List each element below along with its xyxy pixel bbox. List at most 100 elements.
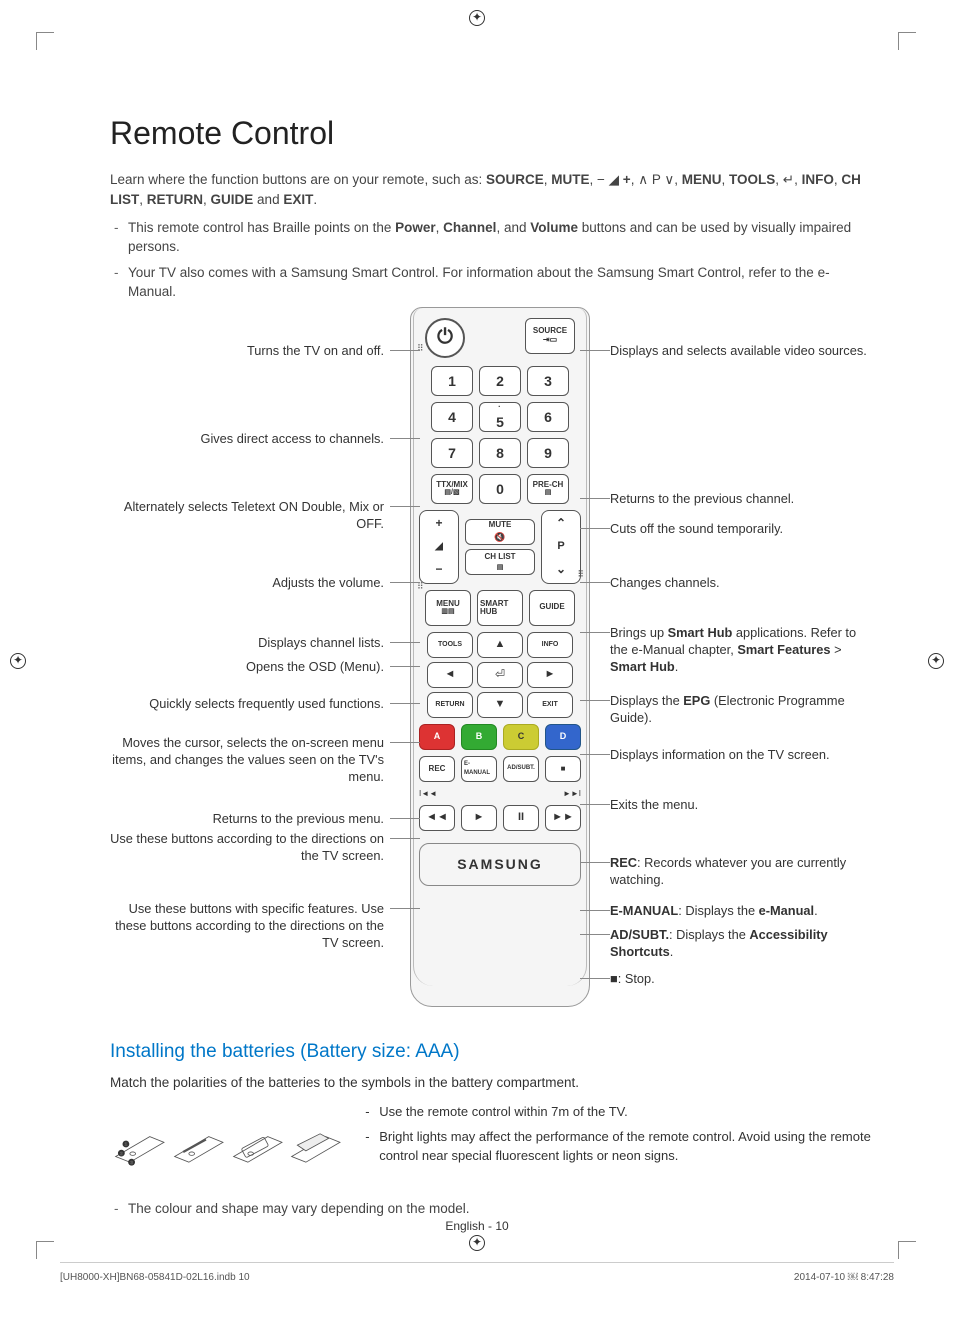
rec-button[interactable]: REC [419, 756, 455, 782]
exit-button[interactable]: EXIT [527, 692, 573, 718]
intro-note-smartcontrol: Your TV also comes with a Samsung Smart … [110, 263, 874, 302]
num-1-button[interactable]: 1 [431, 366, 473, 396]
guide-button[interactable]: GUIDE [529, 590, 575, 626]
page-title: Remote Control [110, 110, 874, 156]
callout-left: Opens the OSD (Menu). [110, 658, 384, 675]
page: Remote Control Learn where the function … [0, 0, 954, 1278]
source-button[interactable]: SOURCE ⇥▭ [525, 318, 575, 354]
intro-note-braille: This remote control has Braille points o… [110, 218, 874, 257]
info-button[interactable]: INFO [527, 632, 573, 658]
num-8-button[interactable]: 8 [479, 438, 521, 468]
num-2-button[interactable]: 2 [479, 366, 521, 396]
menu-button[interactable]: MENU▥▤ [425, 590, 471, 626]
channel-rocker[interactable]: ⌃ P ⌄ [541, 510, 581, 584]
callout-right: Displays the EPG (Electronic Programme G… [610, 692, 870, 727]
smart-hub-button[interactable]: SMART HUB [477, 590, 523, 626]
callout-right: AD/SUBT.: Displays the Accessibility Sho… [610, 926, 870, 961]
mute-icon: 🔇 [494, 531, 505, 544]
leader-line [390, 642, 420, 643]
leader-line [580, 862, 610, 863]
power-button[interactable]: ⏻ [425, 318, 465, 358]
callout-left: Alternately selects Teletext ON Double, … [110, 498, 384, 533]
stop-button[interactable]: ■ [545, 756, 581, 782]
leader-line [580, 910, 610, 911]
ttx-mix-button[interactable]: TTX/MIX▤/▧ [431, 474, 473, 504]
braille-dots: ⠿ [577, 568, 583, 581]
num-3-button[interactable]: 3 [527, 366, 569, 396]
remote-diagram: Turns the TV on and off. Gives direct acc… [110, 302, 874, 1022]
source-icon: ⇥▭ [543, 336, 557, 345]
leader-line [580, 754, 610, 755]
ch-down-icon: ⌄ [556, 561, 566, 578]
ch-list-button[interactable]: CH LIST▤ [465, 549, 535, 575]
color-b-button[interactable]: B [461, 724, 497, 750]
callout-left: Gives direct access to channels. [110, 430, 384, 447]
leader-line [580, 978, 610, 979]
leader-line [580, 700, 610, 701]
leader-line [580, 350, 610, 351]
num-7-button[interactable]: 7 [431, 438, 473, 468]
nav-down-button[interactable]: ▼ [477, 692, 523, 718]
skip-fwd-icon: ►►I [502, 788, 581, 800]
callout-right: Exits the menu. [610, 796, 870, 813]
battery-right-notes: Use the remote control within 7m of the … [363, 1103, 874, 1172]
callout-right: Brings up Smart Hub applications. Refer … [610, 624, 870, 676]
num-5-button[interactable]: ·5 [479, 402, 521, 432]
color-a-button[interactable]: A [419, 724, 455, 750]
leader-line [390, 582, 420, 583]
leader-line [390, 703, 420, 704]
pre-ch-button[interactable]: PRE-CH▤ [527, 474, 569, 504]
leader-line [580, 934, 610, 935]
leader-line [390, 506, 420, 507]
battery-illustration: 123 [110, 1103, 343, 1193]
play-button[interactable]: ► [461, 805, 497, 831]
vol-up-icon: + [435, 515, 442, 532]
leader-line [390, 818, 420, 819]
volume-rocker[interactable]: + ◢ − [419, 510, 459, 584]
ad-subt-button[interactable]: AD/SUBT. [503, 756, 539, 782]
leader-line [390, 838, 420, 839]
intro-text: Learn where the function buttons are on … [110, 170, 874, 209]
callout-right: ■: Stop. [610, 970, 870, 987]
nav-right-button[interactable]: ► [527, 662, 573, 688]
callout-left: Moves the cursor, selects the on-screen … [110, 734, 384, 786]
leader-line [580, 804, 610, 805]
rewind-button[interactable]: ◄◄ [419, 805, 455, 831]
callout-left: Displays channel lists. [110, 634, 384, 651]
mute-button[interactable]: MUTE🔇 [465, 519, 535, 545]
tools-button[interactable]: TOOLS [427, 632, 473, 658]
enter-button[interactable]: ⏎ [477, 662, 523, 688]
page-footer: English - 10 [0, 1218, 954, 1235]
nav-left-button[interactable]: ◄ [427, 662, 473, 688]
return-button[interactable]: RETURN [427, 692, 473, 718]
intro-notes: This remote control has Braille points o… [110, 218, 874, 302]
battery-note-lights: Bright lights may affect the performance… [363, 1128, 874, 1166]
callout-left: Adjusts the volume. [110, 574, 384, 591]
leader-line [390, 350, 420, 351]
color-d-button[interactable]: D [545, 724, 581, 750]
print-footer: [UH8000-XH]BN68-05841D-02L16.indb 10 201… [60, 1262, 894, 1286]
battery-note-colour: The colour and shape may vary depending … [110, 1199, 874, 1219]
pause-button[interactable]: II [503, 805, 539, 831]
callout-left: Use these buttons with specific features… [110, 900, 384, 952]
callout-right: E-MANUAL: Displays the e-Manual. [610, 902, 870, 919]
leader-line [390, 666, 420, 667]
num-4-button[interactable]: 4 [431, 402, 473, 432]
leader-line [580, 498, 610, 499]
ch-up-icon: ⌃ [556, 515, 566, 532]
battery-note-range: Use the remote control within 7m of the … [363, 1103, 874, 1122]
e-manual-button[interactable]: E-MANUAL [461, 756, 497, 782]
num-9-button[interactable]: 9 [527, 438, 569, 468]
leader-line [580, 632, 610, 633]
color-c-button[interactable]: C [503, 724, 539, 750]
nav-up-button[interactable]: ▲ [477, 632, 523, 658]
print-file: [UH8000-XH]BN68-05841D-02L16.indb 10 [60, 1271, 250, 1286]
leader-line [390, 908, 420, 909]
num-6-button[interactable]: 6 [527, 402, 569, 432]
fast-forward-button[interactable]: ►► [545, 805, 581, 831]
callout-right: Displays information on the TV screen. [610, 746, 870, 763]
p-label: P [557, 539, 564, 555]
num-0-button[interactable]: 0 [479, 474, 521, 504]
leader-line [580, 582, 610, 583]
callout-left: Turns the TV on and off. [110, 342, 384, 359]
